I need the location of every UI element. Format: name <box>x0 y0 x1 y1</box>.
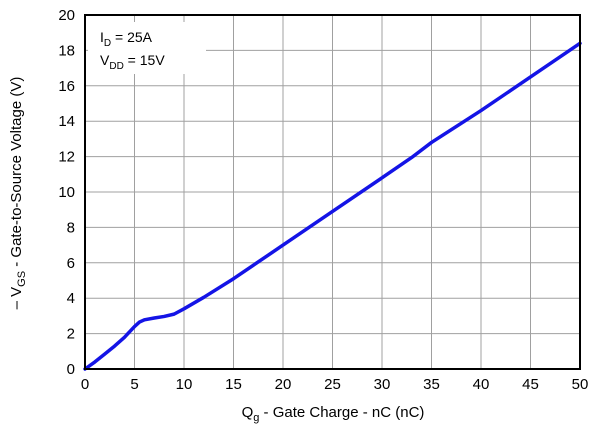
y-tick-labels: 0 2 4 6 8 10 12 14 16 18 20 <box>58 7 75 378</box>
x-tick-labels: 0 5 10 15 20 25 30 35 40 45 50 <box>81 376 589 393</box>
y-tick-label-12: 12 <box>58 149 75 166</box>
y-axis-label: – VGS - Gate-to-Source Voltage (V) <box>8 77 28 310</box>
y-tick-label-10: 10 <box>58 184 75 201</box>
x-tick-label-5: 5 <box>130 376 138 393</box>
plot-frame <box>84 14 581 370</box>
annotation-box: ID = 25A VDD = 15V <box>88 22 206 74</box>
y-tick-label-8: 8 <box>67 219 75 236</box>
y-tick-label-0: 0 <box>67 361 75 378</box>
y-tick-label-18: 18 <box>58 42 75 59</box>
annotation-background <box>88 22 206 74</box>
x-tick-label-25: 25 <box>324 376 341 393</box>
annotation-line-2: VDD = 15V <box>100 52 165 72</box>
x-tick-label-40: 40 <box>473 376 490 393</box>
x-tick-label-45: 45 <box>522 376 539 393</box>
y-tick-label-4: 4 <box>67 290 75 307</box>
y-tick-label-20: 20 <box>58 7 75 24</box>
x-tick-label-50: 50 <box>572 376 589 393</box>
x-tick-label-15: 15 <box>225 376 242 393</box>
x-axis-label: Qg - Gate Charge - nC (nC) <box>242 404 425 424</box>
x-tick-label-35: 35 <box>423 376 440 393</box>
y-tick-label-14: 14 <box>58 113 75 130</box>
x-tick-label-10: 10 <box>176 376 193 393</box>
x-tick-label-20: 20 <box>275 376 292 393</box>
y-tick-label-6: 6 <box>67 255 75 272</box>
y-tick-label-16: 16 <box>58 78 75 95</box>
x-tick-label-30: 30 <box>374 376 391 393</box>
y-tick-label-2: 2 <box>67 326 75 343</box>
series-line-0 <box>83 41 582 371</box>
annotation-line-1: ID = 25A <box>100 29 153 49</box>
series-layer <box>83 41 582 371</box>
x-tick-label-0: 0 <box>81 376 89 393</box>
